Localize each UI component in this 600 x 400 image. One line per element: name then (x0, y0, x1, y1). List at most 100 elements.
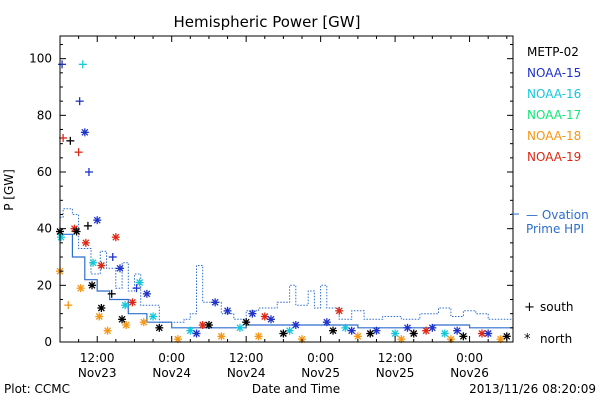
north-point (285, 326, 294, 335)
north-point (97, 261, 106, 270)
north-point (135, 278, 144, 287)
north-point (453, 326, 462, 335)
legend-item: NOAA-18 (527, 129, 581, 143)
data-points (56, 60, 511, 344)
north-point (149, 312, 158, 321)
x-tick-time: 12:00 (229, 351, 264, 365)
north-point (72, 227, 81, 236)
y-tick-label: 0 (44, 335, 52, 349)
y-tick-label: 80 (37, 108, 52, 122)
north-point (428, 323, 437, 332)
south-point (58, 60, 67, 69)
north-point (223, 306, 232, 315)
series-noaa-16 (57, 60, 449, 338)
x-tick-time: 12:00 (80, 351, 115, 365)
north-point (95, 312, 104, 321)
north-point (329, 326, 338, 335)
x-tick-date: Nov25 (376, 366, 415, 380)
north-point (57, 233, 66, 242)
x-tick-date: Nov23 (78, 366, 117, 380)
x-tick-time: 0:00 (158, 351, 185, 365)
south-point (132, 284, 141, 293)
legend-item: NOAA-15 (527, 66, 581, 80)
south-marker-symbol: + (524, 300, 535, 315)
south-marker-label: south (540, 300, 574, 314)
north-point (211, 298, 220, 307)
north-point (155, 323, 164, 332)
north-point (81, 238, 90, 247)
north-point (484, 329, 493, 338)
north-point (88, 281, 97, 290)
north-point (235, 323, 244, 332)
south-point (107, 289, 116, 298)
x-tick-time: 0:00 (456, 351, 483, 365)
north-point (335, 306, 344, 315)
north-point (409, 329, 418, 338)
legend-item: NOAA-16 (527, 87, 581, 101)
north-point (254, 332, 263, 341)
y-tick-label: 60 (37, 165, 52, 179)
north-point (366, 329, 375, 338)
north-point (322, 318, 331, 327)
y-tick-label: 20 (37, 278, 52, 292)
ovation-label-line2: Prime HPI (526, 222, 584, 236)
north-point (403, 323, 412, 332)
y-tick-label: 40 (37, 222, 52, 236)
legend: METP-02 NOAA-15 NOAA-16 NOAA-17 NOAA-18 NOAA-… (527, 45, 581, 164)
north-point (103, 326, 112, 335)
legend-item: NOAA-17 (527, 108, 581, 122)
north-point (115, 264, 124, 273)
north-point (186, 326, 195, 335)
north-point (459, 332, 468, 341)
series-noaa-19 (59, 134, 486, 338)
north-point (217, 332, 226, 341)
north-point (341, 323, 350, 332)
north-point (192, 329, 201, 338)
series-noaa-15 (58, 60, 493, 338)
north-point (422, 326, 431, 335)
south-point (66, 136, 75, 145)
south-point (108, 253, 117, 261)
north-point (242, 318, 251, 327)
north-point (372, 326, 381, 335)
legend-item: NOAA-19 (527, 150, 581, 164)
north-point (266, 315, 275, 324)
y-tick-label: 100 (29, 52, 52, 66)
south-point (75, 97, 84, 106)
x-axis-label: Date and Time (252, 382, 340, 396)
north-point (89, 258, 98, 267)
north-point (204, 321, 213, 329)
plot-frame (59, 35, 514, 343)
plot-credit: Plot: CCMC (4, 382, 70, 396)
south-point (78, 60, 87, 69)
y-axis-ticks: 0 20 40 60 80 100 (29, 44, 513, 349)
north-point (121, 301, 130, 310)
north-marker-symbol: * (524, 332, 531, 347)
ovation-label-line1: — Ovation (526, 208, 589, 222)
north-point (128, 298, 137, 307)
ovation-north-curve (60, 208, 514, 323)
north-point (80, 128, 89, 137)
north-marker-label: north (540, 332, 572, 346)
x-tick-date: Nov25 (301, 366, 340, 380)
north-point (440, 329, 449, 338)
north-point (142, 289, 151, 298)
north-point (97, 304, 106, 312)
x-tick-time: 12:00 (378, 351, 413, 365)
x-tick-date: Nov26 (450, 366, 489, 380)
y-axis-label: P [GW] (2, 169, 16, 211)
south-point (84, 168, 93, 176)
x-axis-ticks: 12:00Nov230:00Nov2412:00Nov240:00Nov2512… (59, 36, 508, 380)
series-metp-02 (56, 136, 511, 341)
north-point (122, 321, 131, 329)
south-point (74, 148, 83, 157)
north-point (260, 312, 269, 321)
south-point (64, 301, 73, 310)
north-point (118, 315, 127, 324)
x-tick-time: 0:00 (307, 351, 334, 365)
north-point (279, 329, 288, 338)
north-point (139, 318, 148, 327)
ovation-south-curve (60, 233, 513, 329)
north-point (248, 309, 257, 318)
x-tick-date: Nov24 (152, 366, 191, 380)
